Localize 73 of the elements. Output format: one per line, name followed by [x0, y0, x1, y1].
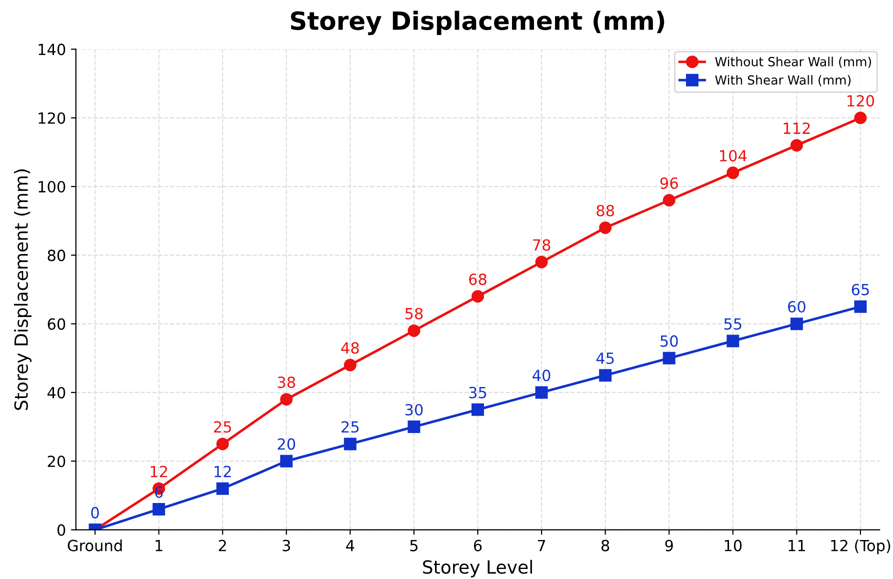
y-tick-label: 80 — [48, 250, 66, 262]
y-tick-label: 60 — [48, 318, 66, 330]
y-tick-label: 20 — [48, 456, 66, 468]
x-tick-label: 1 — [156, 540, 162, 552]
x-tick-label: 10 — [724, 540, 742, 552]
data-label: 60 — [788, 300, 806, 313]
data-label: 45 — [596, 352, 614, 364]
point — [216, 438, 229, 450]
x-tick-label: 4 — [346, 540, 354, 552]
x-tick-label: 7 — [538, 540, 546, 552]
legend-label: With Shear Wall (mm) — [715, 75, 851, 86]
point — [662, 352, 676, 364]
data-label: 50 — [660, 335, 678, 347]
data-label: 48 — [341, 342, 359, 354]
point — [472, 290, 484, 303]
point — [599, 369, 612, 382]
x-tick-label: 6 — [474, 540, 482, 552]
data-label: 96 — [660, 177, 678, 189]
data-label: 35 — [469, 386, 486, 398]
point — [726, 166, 740, 180]
data-label: 12 — [214, 466, 231, 478]
data-label: 0 — [91, 506, 99, 518]
data-label: 68 — [469, 274, 486, 286]
x-tick-label: 5 — [410, 540, 418, 552]
point — [408, 324, 420, 337]
point — [280, 393, 293, 406]
x-tick-label: 2 — [218, 540, 226, 552]
data-label: 65 — [852, 284, 869, 296]
data-label: 112 — [784, 122, 810, 134]
data-label: 38 — [278, 376, 296, 388]
point — [790, 139, 803, 152]
point — [662, 194, 676, 206]
data-label: 20 — [278, 438, 296, 450]
data-label: 120 — [848, 95, 874, 107]
data-label: 88 — [596, 204, 614, 216]
y-tick-label: 0 — [57, 524, 66, 536]
point — [408, 420, 420, 434]
data-label: 104 — [720, 150, 747, 162]
point — [535, 256, 548, 268]
data-label: 30 — [405, 404, 423, 416]
y-tick-label: 40 — [47, 386, 66, 398]
point — [726, 334, 740, 348]
legend-label: Without Shear Wall (mm) — [715, 56, 872, 68]
data-label: 55 — [724, 318, 742, 330]
point — [854, 300, 867, 313]
x-tick-label: 12 (Top) — [831, 540, 890, 554]
data-label: 40 — [532, 370, 550, 382]
y-tick-label: 120 — [38, 112, 66, 124]
point — [152, 502, 166, 516]
point — [854, 112, 867, 124]
point — [790, 318, 803, 330]
point — [344, 358, 356, 372]
y-tick-label: 100 — [38, 180, 66, 193]
x-tick-label: 11 — [788, 540, 805, 552]
x-tick-label: 8 — [602, 540, 610, 552]
point — [216, 482, 229, 495]
point — [599, 221, 612, 234]
point — [472, 403, 484, 416]
data-label: 58 — [405, 308, 423, 320]
point — [344, 438, 356, 450]
data-label: 78 — [533, 239, 550, 251]
y-axis-title: Storey Displacement (mm) — [14, 169, 32, 410]
y-tick-label: 140 — [38, 44, 66, 56]
x-tick-label: Ground — [68, 540, 122, 552]
point — [535, 386, 548, 399]
data-label: 12 — [150, 466, 168, 478]
point — [280, 454, 293, 468]
data-label: 25 — [342, 421, 359, 433]
x-axis-title: Storey Level — [423, 560, 532, 578]
x-tick-label: 3 — [282, 540, 290, 552]
chart-title: Storey Displacement (mm) — [290, 10, 664, 36]
data-label: 25 — [214, 421, 231, 433]
x-tick-label: 9 — [665, 540, 673, 552]
